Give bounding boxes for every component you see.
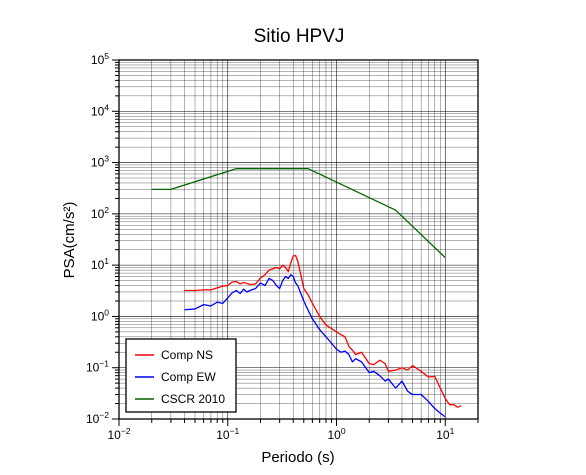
legend: Comp NS Comp EW CSCR 2010 <box>125 338 237 413</box>
x-tick-label: 101 <box>436 426 454 442</box>
series-line-cscr-2010 <box>151 168 446 259</box>
y-axis-label: PSA(cm/s²) <box>61 202 78 279</box>
series-lines <box>151 168 462 418</box>
y-tick-label: 103 <box>91 154 109 170</box>
y-tick-label: 100 <box>91 307 109 323</box>
y-tick-label: 10−2 <box>86 410 109 426</box>
legend-label: Comp NS <box>161 348 213 362</box>
x-tick-label: 10−1 <box>216 426 239 442</box>
y-tick-label: 10−1 <box>86 359 109 375</box>
series-line-comp-ns <box>184 254 462 408</box>
series-line-comp-ew <box>184 274 446 418</box>
legend-label: Comp EW <box>161 370 216 384</box>
y-tick-label: 101 <box>91 256 109 272</box>
legend-box <box>125 338 237 413</box>
y-tick-label: 104 <box>91 102 109 118</box>
y-tick-label: 105 <box>91 51 109 67</box>
x-tick-labels: 10−2 10−1 100 101 <box>107 426 454 442</box>
y-tick-labels: 10−2 10−1 100 101 102 103 104 105 <box>86 51 109 426</box>
chart-title: Sitio HPVJ <box>254 26 345 47</box>
plot-frame <box>118 59 479 420</box>
x-axis-label: Periodo (s) <box>261 449 334 466</box>
axis-ticks <box>112 59 479 426</box>
x-tick-label: 100 <box>327 426 345 442</box>
legend-label: CSCR 2010 <box>161 392 225 406</box>
x-tick-label: 10−2 <box>107 426 130 442</box>
y-tick-label: 102 <box>91 205 109 221</box>
